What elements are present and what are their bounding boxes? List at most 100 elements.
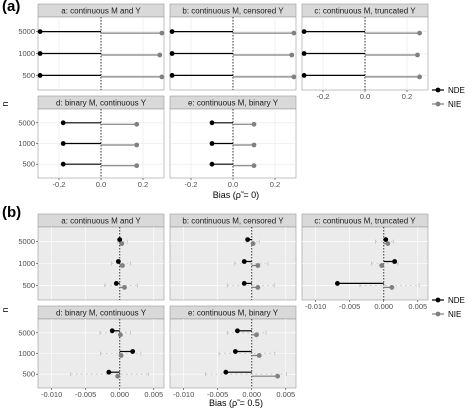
chart-b: a: continuous M and Y 5000 1000 500 b: conti…	[0, 213, 465, 408]
facet-b-1: a: continuous M and Y 5000 1000 500	[18, 213, 165, 301]
nie-point	[417, 30, 422, 36]
nde-point	[60, 141, 66, 146]
nde-point	[245, 237, 251, 243]
x-tick-label: -0.2	[53, 180, 66, 189]
y-tick-label: 500	[22, 160, 35, 169]
nie-point	[120, 263, 125, 268]
nie-point	[289, 52, 295, 58]
nie-point	[255, 285, 261, 290]
nde-point	[169, 29, 175, 34]
facet-b-4: d: binary M, continuous Y 5000 1000 500 -0.0…	[18, 305, 165, 399]
nie-point	[251, 142, 257, 148]
panel-a-label: (a)	[2, 0, 20, 15]
nde-point	[37, 73, 43, 78]
nie-point	[417, 74, 422, 80]
nde-point	[113, 281, 119, 286]
nie-point	[134, 142, 140, 148]
y-tick-label: 5000	[18, 328, 35, 337]
x-tick-label: -0.005	[339, 302, 360, 311]
facet-strip-title: d: binary M, continuous Y	[56, 99, 147, 108]
facet-a-4: d: binary M, continuous Y 5000 1000 500 -0.2…	[18, 95, 165, 189]
facet-strip-title: a: continuous M and Y	[61, 217, 141, 226]
nie-point	[254, 332, 259, 338]
nde-point	[60, 161, 66, 167]
nie-point	[251, 163, 257, 169]
nde-point	[301, 73, 307, 78]
facet-strip-title: d: binary M, continuous Y	[56, 309, 147, 318]
x-axis-title: Bias (ρ̃ = 0)	[213, 190, 259, 200]
nde-point	[115, 259, 121, 264]
nde-point	[209, 120, 215, 126]
legend: NDE NIE	[432, 86, 465, 109]
legend-key-point	[435, 297, 441, 303]
nie-point	[118, 332, 123, 338]
x-tick-label: 0.000	[374, 302, 393, 311]
nde-point	[60, 120, 66, 126]
facet-strip-title: c: continuous M, truncated Y	[314, 217, 416, 226]
y-tick-label: 500	[22, 71, 35, 80]
nde-point	[335, 281, 340, 286]
y-tick-label: 500	[22, 281, 35, 290]
nie-point	[115, 373, 121, 379]
x-tick-label: 0.0	[96, 180, 106, 189]
nie-point	[255, 263, 261, 268]
facet-strip-title: b: continuous M, censored Y	[182, 7, 284, 16]
y-tick-label: 1000	[18, 259, 35, 268]
x-tick-label: -0.2	[185, 180, 198, 189]
nie-point	[159, 30, 165, 36]
facet-strip-title: c: continuous M, truncated Y	[314, 7, 416, 16]
x-tick-label: 0.2	[402, 92, 412, 101]
nie-point	[159, 74, 165, 80]
nie-point	[118, 353, 124, 358]
nde-point	[223, 369, 229, 375]
nie-point	[157, 52, 163, 58]
x-tick-label: -0.005	[75, 390, 96, 399]
nde-point	[109, 328, 115, 334]
y-tick-label: 1000	[18, 49, 35, 58]
nie-point	[134, 121, 140, 127]
y-tick-label: 5000	[18, 27, 35, 36]
facet-strip-title: b: continuous M, censored Y	[182, 217, 284, 226]
x-tick-label: 0.2	[138, 180, 148, 189]
legend-label: NIE	[448, 310, 461, 319]
facet-strip-title: e: continuous M, binary Y	[188, 309, 279, 318]
nde-point	[392, 259, 398, 264]
x-tick-label: 0.000	[110, 390, 129, 399]
nie-point	[119, 241, 125, 247]
nde-point	[383, 237, 389, 243]
y-tick-label: 5000	[18, 118, 35, 127]
nie-point	[134, 163, 140, 169]
nde-point	[232, 349, 238, 354]
facet-strip-title: e: continuous M, binary Y	[188, 99, 279, 108]
nde-point	[241, 281, 247, 286]
nie-point	[275, 373, 281, 379]
nde-point	[301, 29, 307, 34]
x-tick-label: 0.0	[228, 180, 238, 189]
legend-label: NDE	[448, 86, 465, 95]
y-tick-label: 5000	[18, 237, 35, 246]
nde-point	[241, 259, 247, 264]
nde-point	[209, 141, 215, 146]
nde-point	[106, 369, 112, 375]
nie-point	[415, 52, 420, 58]
x-tick-label: 0.005	[276, 390, 295, 399]
x-tick-label: -0.010	[41, 390, 62, 399]
facet-b-2: b: continuous M, censored Y	[169, 213, 297, 301]
nde-point	[235, 328, 240, 334]
x-axis-title: Bias (ρ̃ = 0.5)	[209, 398, 263, 408]
facet-a-1: a: continuous M and Y 5000 1000 500	[18, 3, 165, 91]
nie-point	[122, 285, 127, 290]
x-tick-label: -0.2	[317, 92, 330, 101]
nde-point	[169, 51, 175, 56]
facet-a-2: b: continuous M, censored Y	[169, 3, 297, 91]
y-axis-title: n	[0, 307, 10, 312]
facet-a-5: e: continuous M, binary Y -0.2 0.0 0.2	[169, 95, 297, 189]
x-tick-label: 0.2	[270, 180, 280, 189]
x-tick-label: 0.000	[242, 390, 261, 399]
x-tick-label: 0.0	[360, 92, 370, 101]
x-tick-label: -0.005	[207, 390, 228, 399]
nie-point	[256, 353, 262, 358]
legend-label: NDE	[448, 296, 465, 305]
nde-point	[169, 73, 175, 78]
